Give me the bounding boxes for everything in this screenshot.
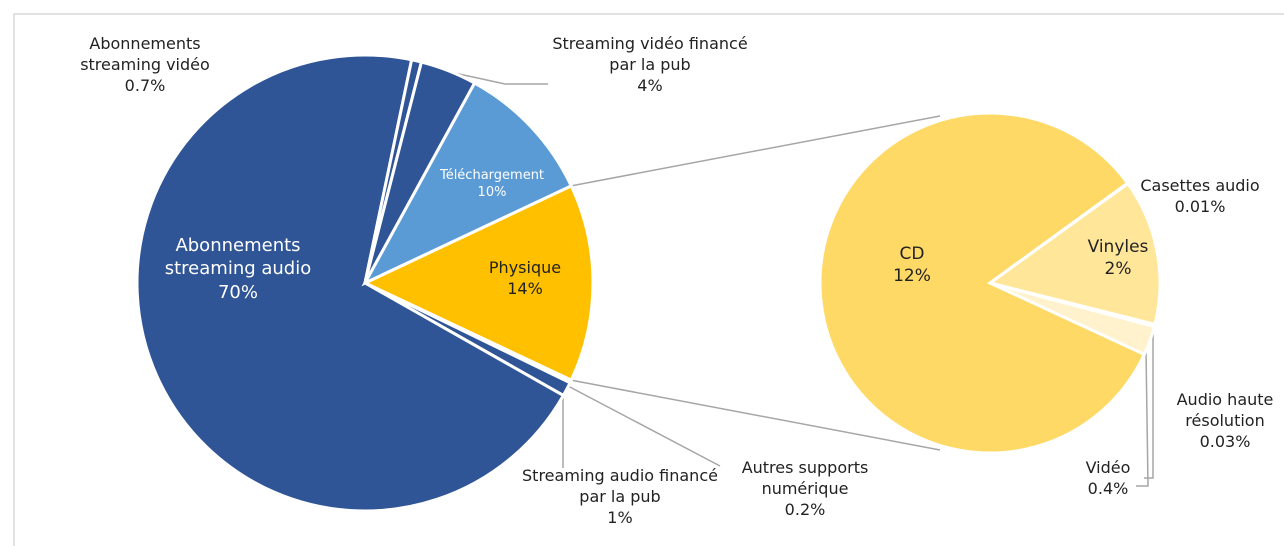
slice-value: 2% (1104, 259, 1132, 280)
slice-value: 4% (637, 75, 663, 95)
pies (135, 53, 1162, 513)
slice-label: Téléchargement 10% (417, 168, 567, 202)
pie-slice (361, 81, 574, 287)
slice-value: 70% (217, 281, 258, 303)
slice-value: 0.01% (1174, 196, 1226, 216)
slice-label: Audio haute résolution 0.03% (1160, 390, 1284, 452)
slice-label: Streaming audio financé par la pub 1% (515, 466, 725, 528)
slice-label: Autres supports numérique 0.2% (710, 458, 900, 520)
slice-value: 1% (607, 507, 633, 527)
pie-slice (818, 111, 1147, 455)
slice-name: Audio haute résolution (1176, 390, 1274, 430)
slice-name: Vidéo (1085, 458, 1131, 477)
slice-label: Vinyles 2% (1063, 236, 1173, 280)
slice-value: 12% (893, 266, 931, 287)
slice-name: Abonnements streaming vidéo (80, 34, 210, 74)
connector-line (571, 115, 941, 187)
leader-line (449, 71, 548, 85)
slice-value: 0.2% (784, 499, 826, 519)
slice-name: Physique (488, 258, 562, 277)
slice-label: Casettes audio 0.01% (1115, 176, 1284, 218)
pie-slice (135, 53, 566, 513)
slice-value: 14% (507, 278, 543, 298)
leader-line (567, 385, 721, 467)
slice-value: 0.03% (1199, 431, 1251, 451)
slice-name: Vinyles (1087, 237, 1149, 257)
slice-name: Streaming audio financé par la pub (522, 466, 718, 506)
slice-label: Physique 14% (460, 258, 590, 300)
slice-label: Abonnements streaming audio 70% (138, 234, 338, 304)
pie-slice (361, 183, 595, 383)
connectors (571, 115, 941, 451)
slice-value: 10% (477, 184, 507, 200)
slice-label: Abonnements streaming vidéo 0.7% (50, 34, 240, 96)
leader-line (1136, 349, 1149, 487)
slice-value: 0.7% (124, 75, 166, 95)
connector-line (571, 379, 941, 451)
leader-line (1144, 334, 1154, 479)
slice-name: Autres supports numérique (741, 458, 869, 498)
slice-label: CD 12% (867, 243, 957, 287)
slice-name: CD (899, 244, 925, 264)
slice-name: Casettes audio (1140, 176, 1260, 195)
slice-name: Streaming vidéo financé par la pub (552, 34, 748, 74)
slice-name: Abonnements streaming audio (164, 235, 312, 280)
slice-name: Téléchargement (439, 168, 545, 183)
slice-value: 0.4% (1087, 478, 1129, 498)
slice-label: Streaming vidéo financé par la pub 4% (540, 34, 760, 96)
leader-lines (449, 71, 1154, 487)
frame (13, 13, 1284, 546)
pie-slice (986, 181, 1162, 327)
slice-label: Vidéo 0.4% (1063, 458, 1153, 500)
